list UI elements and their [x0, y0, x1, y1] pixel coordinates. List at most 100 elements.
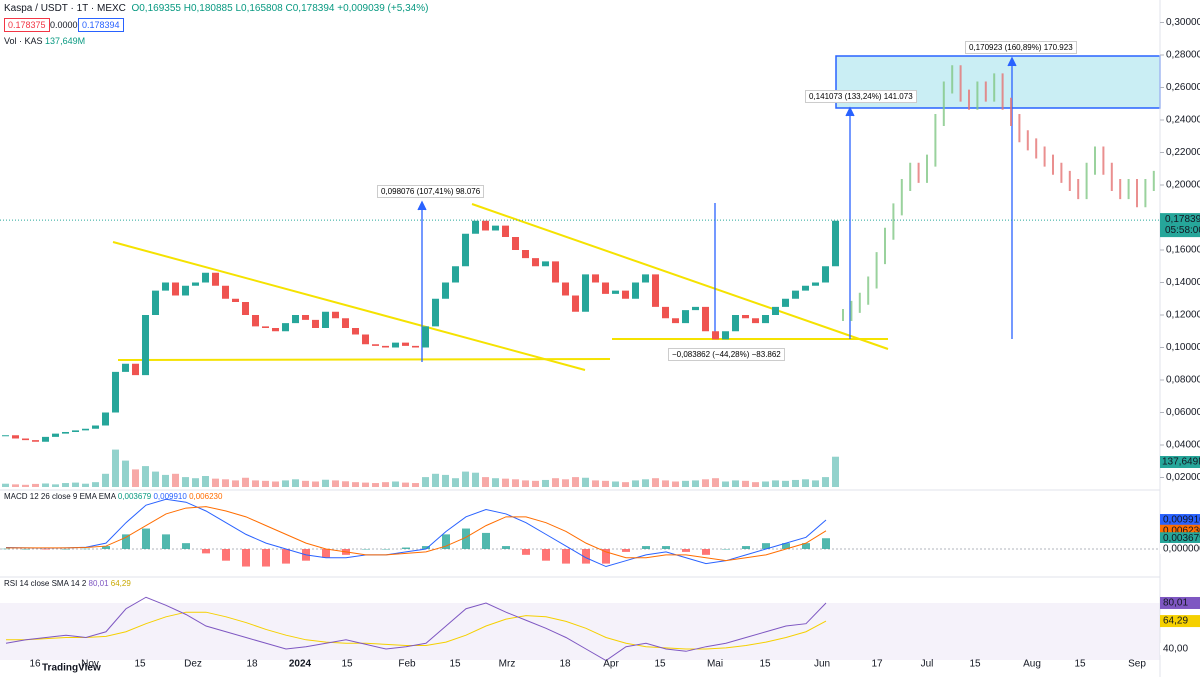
candle: [802, 285, 809, 291]
candle: [52, 433, 59, 437]
x-tick-label: 18: [559, 659, 571, 670]
volume-bar: [282, 480, 289, 487]
rsi-val: 64,29: [110, 579, 131, 588]
candle: [72, 430, 79, 432]
volume-bar: [12, 484, 19, 487]
projected-bar: [875, 252, 878, 289]
x-tick-label: 16: [29, 659, 41, 670]
candle: [552, 261, 559, 283]
macd-hist: [482, 532, 490, 549]
candle: [502, 225, 509, 237]
change: +0,009039 (+5,34%): [337, 3, 429, 14]
macd-hist: [442, 534, 450, 549]
candle: [62, 432, 69, 434]
candle: [492, 225, 499, 231]
trendlines: [112, 203, 889, 371]
x-tick-label: 15: [654, 659, 666, 670]
x-tick-label: Jun: [814, 659, 830, 670]
macd-hist: [142, 528, 150, 549]
volume-bar: [382, 482, 389, 487]
x-tick-label: Apr: [603, 659, 619, 670]
axis-label: 0,000000: [1163, 544, 1200, 555]
candle: [422, 326, 429, 348]
macd-hist: [22, 548, 30, 550]
macd-hist: [282, 548, 290, 564]
projected-bar: [1060, 162, 1063, 183]
projected-bar: [984, 81, 987, 102]
close: C0,178394: [285, 3, 335, 14]
candle: [302, 315, 309, 320]
volume-bar: [682, 480, 689, 487]
axis-label-box: [1160, 596, 1200, 609]
candle: [582, 274, 589, 312]
candle: [442, 282, 449, 299]
candle: [212, 272, 219, 286]
volume-bar: [52, 484, 59, 487]
x-tick-label: Mai: [707, 659, 723, 670]
volume-bar: [432, 473, 439, 487]
x-tick-label: 15: [1074, 659, 1086, 670]
volume-bar: [752, 482, 759, 487]
ask[interactable]: 0.178394: [78, 18, 124, 32]
x-tick-label: 15: [759, 659, 771, 670]
volume-bar: [402, 482, 409, 487]
volume-bar: [202, 476, 209, 487]
volume-bar: [522, 480, 529, 487]
volume-bar: [2, 483, 9, 487]
volume-bar: [412, 483, 419, 487]
volume-bar: [362, 482, 369, 487]
macd-hist: [822, 538, 830, 549]
projected-bar: [1068, 170, 1071, 191]
bid[interactable]: 0.178375: [4, 18, 50, 32]
candle: [472, 220, 479, 234]
volume-bar: [182, 477, 189, 487]
signal-line: [6, 506, 827, 562]
volume-bar: [312, 481, 319, 487]
volume-bar: [662, 480, 669, 487]
macd-val: 0,003679: [117, 492, 152, 501]
candle: [572, 295, 579, 312]
volume-bar: [502, 478, 509, 487]
projected-bar: [1102, 146, 1105, 175]
candle: [182, 285, 189, 296]
volume-bar: [372, 483, 379, 487]
spread: 0.000019: [50, 20, 88, 30]
projected-bar: [850, 300, 853, 321]
volume-bar: [422, 477, 429, 487]
candle: [612, 290, 619, 294]
volume-box: [1160, 456, 1200, 468]
rsi-title: RSI 14 close SMA 14 2 80,01 64,29: [4, 579, 131, 588]
projected-bar: [842, 309, 844, 321]
macd-hist: [662, 546, 670, 549]
candle: [622, 290, 629, 299]
x-tick-label: Feb: [398, 659, 416, 670]
candle: [732, 315, 739, 332]
volume-bar: [722, 481, 729, 487]
volume-bar: [712, 478, 719, 487]
macd-hist: [402, 547, 410, 549]
macd-hist: [162, 534, 170, 549]
projected-bar: [909, 162, 912, 191]
macd-hist: [602, 548, 610, 564]
volume-last: 137,649M: [1162, 457, 1200, 468]
volume-bar: [532, 480, 539, 487]
candle: [682, 310, 689, 324]
axis-label-box: [1160, 532, 1200, 544]
candle: [312, 319, 319, 328]
macd-hist: [82, 548, 90, 550]
projected-bar: [934, 114, 937, 167]
candle: [322, 311, 329, 328]
candle: [122, 363, 129, 372]
macd-hist: [802, 543, 810, 549]
volume-bar: [542, 479, 549, 487]
axis-label-box: [1160, 542, 1200, 554]
candle: [102, 412, 109, 426]
projected-bar: [942, 81, 945, 126]
candle: [382, 345, 389, 348]
volume-title: Vol · KAS 137,649M: [4, 36, 85, 46]
projected-bar: [900, 179, 903, 216]
last-price-box: [1160, 213, 1200, 238]
